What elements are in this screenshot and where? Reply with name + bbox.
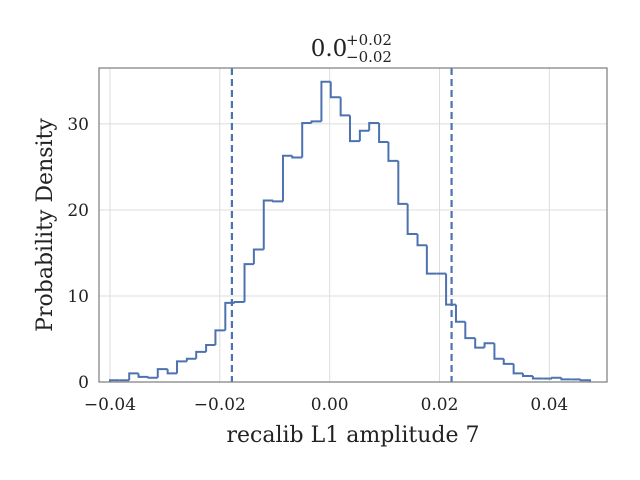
histogram-bin xyxy=(454,304,466,323)
histogram-bin xyxy=(521,373,533,377)
y-tick-label: 30 xyxy=(67,115,89,135)
histogram-bin xyxy=(156,368,168,378)
histogram-bin xyxy=(272,200,283,203)
title-subscript: −0.02 xyxy=(346,48,392,66)
y-tick-label: 20 xyxy=(67,201,89,221)
histogram-bin xyxy=(301,122,312,158)
credible-interval-lines xyxy=(230,68,453,382)
histogram-bin xyxy=(493,343,504,360)
histogram-bin xyxy=(474,338,485,349)
histogram-bin xyxy=(281,154,293,202)
title-base: 0.0 xyxy=(311,36,348,62)
y-tick-label: 10 xyxy=(67,287,89,307)
x-tick-label: −0.02 xyxy=(194,395,246,415)
histogram-bin xyxy=(233,300,245,303)
grid-lines xyxy=(99,68,607,383)
x-tick-label: 0.00 xyxy=(311,395,349,415)
histogram-bin xyxy=(483,342,495,348)
histogram-bin xyxy=(397,160,408,205)
histogram-bin xyxy=(378,123,389,143)
x-tick-labels: −0.04 −0.02 0.00 0.02 0.04 xyxy=(84,395,568,415)
x-tick-label: 0.02 xyxy=(421,395,459,415)
histogram-bin xyxy=(128,372,139,381)
histogram-bin xyxy=(339,97,350,117)
histogram-bin xyxy=(224,301,235,331)
histogram-bin xyxy=(387,141,399,162)
histogram-bin xyxy=(348,115,360,143)
histogram-bin xyxy=(368,122,380,131)
histogram-bin xyxy=(425,245,437,275)
histogram-bin xyxy=(195,350,207,359)
y-axis-label: Probability Density xyxy=(33,118,58,332)
histogram-series xyxy=(108,80,591,382)
histogram-bin xyxy=(406,203,418,236)
histogram-bin xyxy=(579,379,591,382)
y-tick-label: 0 xyxy=(78,373,89,393)
histogram-bin xyxy=(358,129,370,142)
histogram-bin xyxy=(185,357,197,362)
chart-title: 0.0 xyxy=(311,36,348,62)
title-superscript: +0.02 xyxy=(346,31,392,49)
histogram-bin xyxy=(243,263,254,302)
histogram-bin xyxy=(137,373,149,378)
histogram-bin xyxy=(252,248,264,265)
axes-frame xyxy=(98,67,608,383)
histogram-bin xyxy=(502,358,514,365)
histogram-bin xyxy=(512,363,523,375)
y-tick-labels: 0 10 20 30 xyxy=(67,115,89,393)
histogram-bin xyxy=(531,375,543,380)
histogram-bin xyxy=(166,369,177,375)
histogram-bin xyxy=(147,376,158,379)
histogram-bin xyxy=(329,81,341,99)
x-axis-label: recalib L1 amplitude 7 xyxy=(227,423,480,448)
x-tick-label: 0.04 xyxy=(530,395,568,415)
histogram-bin xyxy=(262,199,274,250)
histogram-bin xyxy=(551,376,562,379)
histogram-bin xyxy=(214,329,226,346)
x-tick-label: −0.04 xyxy=(84,395,136,415)
histogram-bin xyxy=(310,120,322,124)
histogram-bin xyxy=(464,321,476,340)
histogram-bin xyxy=(205,344,216,352)
histogram-bin xyxy=(291,155,303,159)
histogram-bin xyxy=(560,377,572,381)
histogram-bin xyxy=(320,80,331,122)
histogram-bin xyxy=(175,360,187,374)
histogram-bin xyxy=(416,234,427,247)
